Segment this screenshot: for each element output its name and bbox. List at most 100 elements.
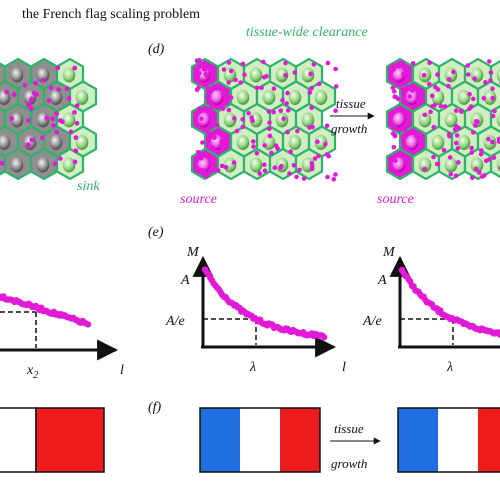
cell-nucleus bbox=[301, 67, 315, 83]
morphogen-dot bbox=[250, 139, 256, 144]
morphogen-dot bbox=[57, 156, 63, 162]
morphogen-dot bbox=[238, 80, 243, 85]
flag-f-after bbox=[397, 407, 500, 473]
morphogen-dot bbox=[392, 94, 398, 99]
growth-arrow-d: tissue growth bbox=[330, 96, 375, 136]
morphogen-dot bbox=[205, 95, 210, 100]
plot-e-2: M A A/e λ bbox=[362, 245, 500, 375]
cell-nucleus bbox=[431, 90, 445, 105]
morphogen-dot bbox=[200, 140, 205, 145]
morphogen-dot bbox=[223, 165, 229, 170]
morphogen-dot bbox=[301, 176, 307, 181]
morphogen-dot bbox=[221, 132, 226, 137]
morphogen-dot bbox=[281, 116, 287, 121]
morphogen-dot bbox=[40, 135, 45, 141]
morphogen-dot bbox=[307, 90, 313, 95]
cell-nucleus bbox=[392, 67, 406, 83]
morphogen-dot bbox=[390, 78, 395, 83]
morphogen-dot bbox=[307, 125, 312, 130]
morphogen-dot bbox=[486, 136, 491, 142]
cell-nucleus bbox=[314, 135, 328, 150]
cell-nucleus bbox=[75, 135, 89, 150]
morphogen-dot bbox=[259, 85, 264, 91]
morphogen-dot bbox=[219, 163, 225, 169]
morphogen-dot bbox=[206, 125, 211, 130]
morphogen-dot bbox=[214, 86, 219, 91]
morphogen-dot bbox=[206, 86, 211, 91]
morphogen-dot bbox=[466, 72, 471, 77]
morphogen-dot bbox=[280, 97, 285, 103]
morphogen-dot bbox=[240, 61, 246, 67]
plot-e-2-amplitude-e: A/e bbox=[362, 314, 382, 329]
morphogen-dot bbox=[325, 174, 330, 180]
plot-e-2-amplitude: A bbox=[377, 273, 387, 288]
morphogen-dot bbox=[215, 122, 220, 128]
morphogen-dot bbox=[470, 175, 475, 180]
morphogen-dot bbox=[219, 139, 224, 145]
cell-nucleus bbox=[62, 112, 76, 128]
flag-partial-white bbox=[0, 407, 37, 473]
cell-nucleus bbox=[496, 113, 500, 127]
morphogen-dot bbox=[401, 125, 406, 130]
morphogen-dot bbox=[254, 151, 260, 156]
morphogen-dot bbox=[315, 139, 320, 144]
cell-nucleus bbox=[10, 67, 24, 83]
plot-e-partial-curve bbox=[0, 293, 92, 328]
cell-nucleus bbox=[496, 68, 500, 82]
cell-nucleus bbox=[49, 90, 63, 105]
morphogen-dot bbox=[333, 108, 338, 113]
morphogen-dot bbox=[316, 81, 322, 87]
plot-e-partial-x-tick: x2 bbox=[26, 363, 38, 381]
plot-e-1: M A A/e λ l bbox=[165, 245, 346, 375]
morphogen-dot bbox=[203, 67, 208, 72]
morphogen-dot bbox=[490, 86, 495, 91]
morphogen-dot bbox=[481, 95, 487, 101]
morphogen-dot bbox=[46, 98, 52, 103]
morphogen-dot bbox=[458, 109, 464, 114]
flag-f-before-blue bbox=[200, 408, 240, 472]
morphogen-dot bbox=[283, 73, 288, 78]
morphogen-dot bbox=[28, 97, 34, 103]
morphogen-dot bbox=[473, 123, 478, 128]
growth-arrow-f-text-2: growth bbox=[331, 456, 367, 471]
cell-nucleus bbox=[392, 112, 406, 128]
morphogen-dot bbox=[48, 85, 54, 91]
morphogen-dot bbox=[228, 95, 234, 100]
morphogen-dot bbox=[333, 84, 339, 89]
morphogen-dot bbox=[475, 119, 480, 125]
plot-e-1-amplitude-e: A/e bbox=[165, 314, 185, 329]
morphogen-dot bbox=[28, 106, 34, 111]
morphogen-dot bbox=[208, 168, 213, 174]
morphogen-dot bbox=[195, 165, 200, 171]
cell-nucleus bbox=[457, 90, 471, 105]
curve-point bbox=[84, 321, 92, 328]
sink-label: sink bbox=[77, 179, 100, 194]
growth-arrow-d-text-2: growth bbox=[331, 121, 367, 136]
morphogen-dot bbox=[292, 70, 298, 75]
morphogen-dot bbox=[197, 106, 202, 112]
cell-nucleus bbox=[418, 112, 432, 128]
morphogen-dot bbox=[226, 60, 232, 65]
morphogen-dot bbox=[403, 121, 409, 127]
morphogen-dot bbox=[249, 115, 254, 120]
morphogen-dot bbox=[407, 94, 413, 99]
morphogen-dot bbox=[483, 80, 488, 85]
morphogen-dot bbox=[257, 171, 263, 176]
morphogen-dot bbox=[467, 91, 472, 97]
plot-e-1-x-label: l bbox=[342, 360, 346, 375]
morphogen-dot bbox=[266, 109, 272, 114]
morphogen-dot bbox=[240, 117, 245, 122]
morphogen-dot bbox=[434, 161, 440, 167]
morphogen-dot bbox=[199, 116, 204, 121]
morphogen-dot bbox=[405, 84, 410, 90]
morphogen-dot bbox=[470, 130, 476, 135]
morphogen-dot bbox=[389, 158, 395, 163]
morphogen-dot bbox=[209, 112, 214, 118]
curve-point bbox=[320, 334, 328, 341]
flag-f-before-red bbox=[280, 408, 320, 472]
morphogen-dot bbox=[262, 162, 267, 167]
morphogen-dot bbox=[201, 168, 207, 174]
morphogen-dot bbox=[251, 144, 256, 149]
morphogen-dot bbox=[196, 85, 201, 90]
morphogen-dot bbox=[228, 68, 234, 74]
